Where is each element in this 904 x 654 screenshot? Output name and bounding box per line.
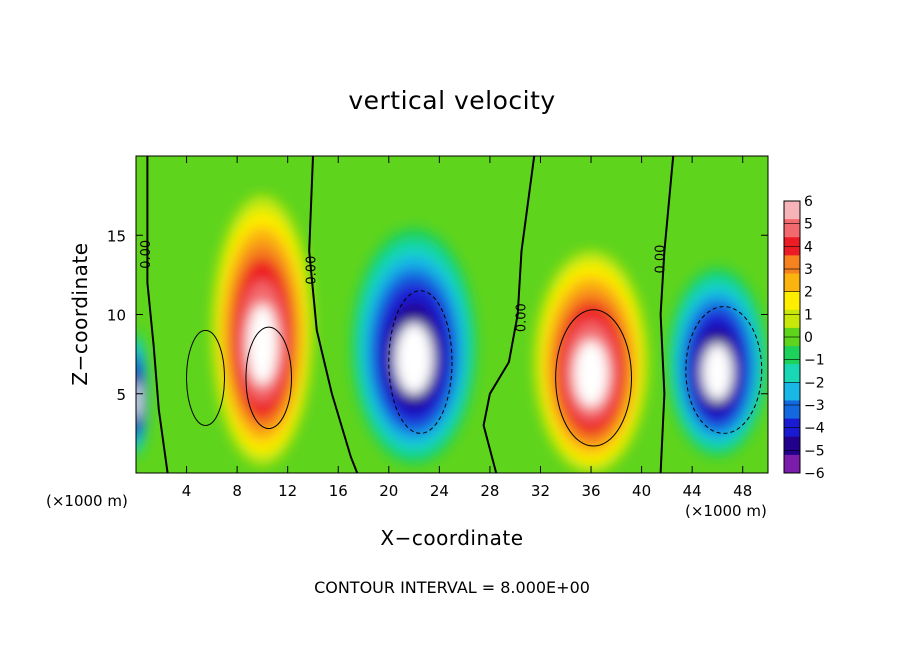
colorbar-segment-6 <box>784 309 800 329</box>
inner-contour-4 <box>685 306 763 434</box>
inner-contour-2 <box>555 309 632 447</box>
velocity-field <box>136 156 768 473</box>
y-axis: 5 10 15 <box>107 227 768 404</box>
chart-title: vertical velocity <box>348 86 556 115</box>
colorbar-label-10: −4 <box>804 421 825 437</box>
contour-label-1: 0.00 <box>304 256 319 285</box>
feature-1-band-6 <box>395 323 434 395</box>
colorbar-segment-10 <box>784 382 800 401</box>
field-features <box>136 195 768 473</box>
inner-contour-3 <box>388 290 453 434</box>
colorbar-segment-14 <box>784 454 800 474</box>
feature-3-band-6 <box>702 343 733 401</box>
x-tick-label-10: 44 <box>683 482 702 500</box>
feature-2-band-6 <box>573 340 609 407</box>
x-unit-left: (×1000 m) <box>46 492 128 510</box>
x-tick-label-1: 8 <box>232 482 242 500</box>
zero-contour-0 <box>146 156 169 473</box>
colorbar-segment-0 <box>784 201 800 220</box>
x-tick-label-2: 12 <box>278 482 297 500</box>
y-tick-label-2: 15 <box>107 227 126 245</box>
colorbar-label-0: 6 <box>804 194 813 210</box>
x-axis: 4 8 12 16 20 24 28 32 36 40 44 48 <box>182 156 752 500</box>
x-tick-label-5: 24 <box>430 482 449 500</box>
x-tick-label-11: 48 <box>733 482 752 500</box>
colorbar-label-11: −5 <box>804 443 825 459</box>
colorbar-label-7: −1 <box>804 353 825 369</box>
x-tick-label-6: 28 <box>480 482 499 500</box>
colorbar-label-2: 4 <box>804 239 813 255</box>
colorbar-label-8: −2 <box>804 375 825 391</box>
colorbar-segment-1 <box>784 219 800 238</box>
colorbar-segment-11 <box>784 400 800 420</box>
y-tick-label-0: 5 <box>116 386 126 404</box>
colorbar-segment-3 <box>784 255 800 275</box>
colorbar-label-3: 3 <box>804 262 813 278</box>
colorbar-label-12: −6 <box>804 466 825 482</box>
colorbar-segment-13 <box>784 436 800 456</box>
zero-contour-3 <box>659 156 675 473</box>
colorbar-label-9: −3 <box>804 398 825 414</box>
contour-label-0: 0.00 <box>139 240 154 269</box>
x-axis-label: X−coordinate <box>380 526 524 550</box>
x-tick-label-7: 32 <box>531 482 550 500</box>
x-tick-label-8: 36 <box>581 482 600 500</box>
colorbar-label-5: 1 <box>804 307 813 323</box>
contour-lines <box>146 156 763 473</box>
colorbar-segment-8 <box>784 346 800 365</box>
x-tick-label-4: 20 <box>379 482 398 500</box>
contour-label-3: 0.00 <box>653 245 668 274</box>
y-tick-label-1: 10 <box>107 307 126 325</box>
colorbar-segment-9 <box>784 364 800 383</box>
feature-0-band-6 <box>247 304 278 385</box>
contour-label-2: 0.00 <box>514 303 529 332</box>
contour-interval-note: CONTOUR INTERVAL = 8.000E+00 <box>314 578 590 597</box>
colorbar-label-1: 5 <box>804 217 813 233</box>
x-unit-right: (×1000 m) <box>685 502 767 520</box>
zero-contour-2 <box>482 156 536 473</box>
colorbar-label-4: 2 <box>804 285 813 301</box>
inner-contour-1 <box>186 329 225 426</box>
zero-contour-1 <box>308 156 359 473</box>
feature-4-band-6 <box>136 381 140 420</box>
contour-labels: 0.00 0.00 0.00 0.00 <box>139 240 668 332</box>
x-tick-label-0: 4 <box>182 482 192 500</box>
x-tick-label-3: 16 <box>329 482 348 500</box>
colorbar-label-6: 0 <box>804 330 813 346</box>
colorbar-segment-5 <box>784 291 800 311</box>
inner-contour-0 <box>245 326 292 430</box>
colorbar-segment-4 <box>784 273 800 293</box>
x-tick-label-9: 40 <box>632 482 651 500</box>
colorbar: 6 5 4 3 2 1 0 −1 −2 −3 −4 −5 −6 <box>783 194 825 482</box>
